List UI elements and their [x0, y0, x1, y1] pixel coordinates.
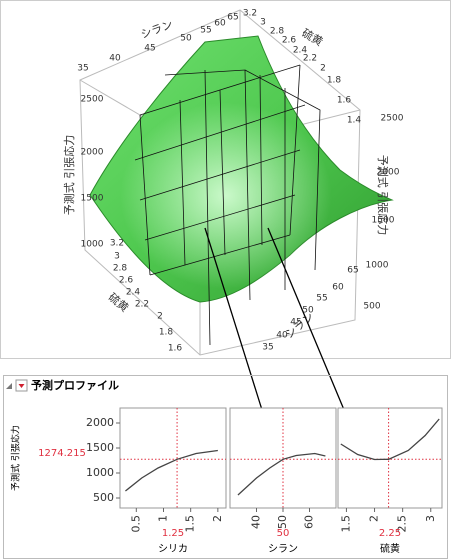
- axis-tick-label: 2.4: [293, 46, 308, 56]
- axis-tick-label: 2.6: [282, 36, 297, 46]
- axis-tick-label: 2.8: [270, 27, 285, 37]
- profiler-panels: 500 1000 1500 2000 0.5 1 1.5 2 1.25 シリカ 40 50 60 50 シラ…: [86, 407, 443, 555]
- profile-curve: [125, 449, 218, 492]
- axis-tick-label: 2500: [381, 114, 404, 124]
- axis-tick-label: 50: [302, 306, 314, 316]
- axis-tick-label: 2.8: [113, 264, 128, 274]
- x-tick-label: 50: [276, 515, 289, 529]
- x-tick-label: 1.5: [184, 515, 197, 533]
- axis-tick-label: 1.8: [327, 76, 342, 86]
- axis-title: 予測式 引張応力: [376, 155, 390, 236]
- axis-tick-label: 1000: [81, 240, 104, 250]
- current-x-label: 1.25: [162, 528, 184, 539]
- panel: [119, 407, 227, 509]
- x-tick-label: 1.5: [339, 515, 352, 533]
- axis-tick-label: 500: [363, 302, 380, 312]
- x-axis-label: 硫黄: [380, 542, 400, 555]
- y-tick-label: 1000: [86, 466, 114, 479]
- x-tick-label: 3: [424, 515, 437, 522]
- current-value: 1274.215: [38, 448, 86, 459]
- axis-tick-label: 1.4: [347, 116, 362, 126]
- x-tick-label: 60: [303, 515, 316, 529]
- axis-tick-label: 45: [290, 318, 301, 328]
- axis-tick-label: 3: [114, 252, 120, 262]
- current-x-label: 50: [277, 528, 290, 539]
- x-tick-label: 2.5: [396, 515, 409, 533]
- axis-tick-label: 1.6: [337, 96, 352, 106]
- x-axis-label: シリカ: [158, 543, 188, 555]
- profile-curve: [237, 452, 326, 496]
- axis-tick-label: 2: [320, 64, 326, 74]
- x-tick-label: 1: [156, 515, 169, 522]
- axis-tick-label: 35: [77, 64, 88, 74]
- axis-tick-label: 2000: [377, 168, 400, 178]
- y-axis-label: 予測式 引張応力: [10, 425, 22, 491]
- y-tick-label: 500: [93, 491, 114, 504]
- axis-tick-label: 3.2: [110, 239, 124, 249]
- axis-tick-label: 2.6: [119, 276, 134, 286]
- axis-tick-label: 45: [144, 44, 155, 54]
- surface-highlight: [90, 36, 392, 302]
- axis-tick-label: 2.2: [303, 54, 317, 64]
- x-tick-label: 0.5: [129, 515, 142, 533]
- x-tick-label: 40: [250, 515, 263, 529]
- axis-tick-label: 2000: [81, 148, 104, 158]
- profiler-frame: [3, 375, 448, 559]
- axis-tick-label: 35: [262, 343, 273, 353]
- wireframe: [134, 64, 321, 346]
- axis-tick-label: 60: [214, 19, 226, 29]
- axis-tick-label: 40: [109, 54, 121, 64]
- x-axis-label: シラン: [268, 543, 298, 555]
- axis-tick-label: 65: [227, 13, 238, 23]
- axis-tick-label: 3.2: [243, 9, 257, 19]
- menu-arrow: [18, 384, 25, 388]
- x-tick-label: 2: [368, 515, 381, 522]
- axis-tick-label: 2.4: [126, 288, 141, 298]
- profile-curve: [340, 418, 440, 461]
- axis-tick-label: 1.6: [168, 344, 183, 354]
- axis-tick-label: 3: [260, 18, 266, 28]
- y-tick-label: 2000: [86, 416, 114, 429]
- axis-tick-label: 1500: [81, 194, 104, 204]
- axis-tick-label: 50: [180, 34, 192, 44]
- disclosure-icon[interactable]: [6, 383, 12, 389]
- axis-tick-label: 2: [157, 312, 163, 322]
- axis-tick-label: 60: [332, 283, 344, 293]
- axis-tick-label: 65: [347, 266, 358, 276]
- axis-title: 予測式 引張応力: [62, 135, 76, 216]
- axis-tick-label: 1500: [372, 216, 395, 226]
- profiler-title: 予測プロファイル: [31, 378, 119, 392]
- axis-tick-label: 1000: [366, 261, 389, 271]
- axis-tick-label: 2500: [81, 95, 104, 105]
- x-tick-label: 2: [211, 515, 224, 522]
- axis-tick-label: 40: [276, 331, 288, 341]
- axis-tick-label: 55: [200, 26, 211, 36]
- axis-tick-label: 1.8: [159, 328, 174, 338]
- y-tick-label: 1500: [86, 441, 114, 454]
- axis-tick-label: 55: [316, 294, 327, 304]
- axis-tick-label: 2.2: [135, 300, 149, 310]
- current-x-label: 2.25: [379, 528, 401, 539]
